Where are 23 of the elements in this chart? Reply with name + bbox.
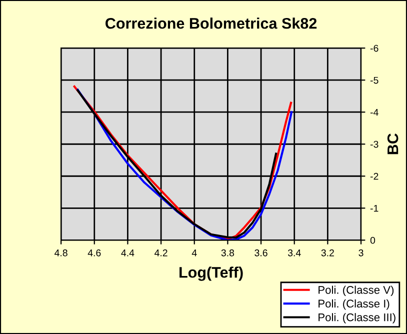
x-tick-label: 3.4 <box>288 249 301 256</box>
x-tick-label: 4.4 <box>121 250 134 256</box>
x-tick-label: 4.8 <box>54 249 68 256</box>
x-tick-label: 4.2 <box>154 249 168 256</box>
legend-label: Poli. (Classe V) <box>318 286 394 296</box>
legend-label: Poli. (Classe I) <box>318 299 390 310</box>
x-axis-title: Log(Teff) <box>180 266 243 281</box>
x-tick-label: 3.8 <box>221 249 234 256</box>
x-tick-label: 3.2 <box>321 249 334 256</box>
legend-label: Poli. (Classe III) <box>318 313 396 324</box>
y-axis-title: BC <box>387 134 398 154</box>
y-tick-label: -5 <box>370 76 378 84</box>
y-tick-label: -3 <box>370 140 378 148</box>
y-tick-label: -1 <box>370 204 378 212</box>
y-tick-label: -2 <box>370 172 378 180</box>
y-tick-label: -6 <box>370 44 378 52</box>
x-tick-label: 4.6 <box>88 249 101 256</box>
x-tick-label: 3 <box>358 249 364 256</box>
y-tick-label: -4 <box>370 108 378 116</box>
x-tick-label: 3.6 <box>254 249 268 256</box>
chart-title: Correzione Bolometrica Sk82 <box>106 18 317 29</box>
x-tick-label: 4 <box>192 250 197 256</box>
y-tick-label: 0 <box>370 236 376 244</box>
